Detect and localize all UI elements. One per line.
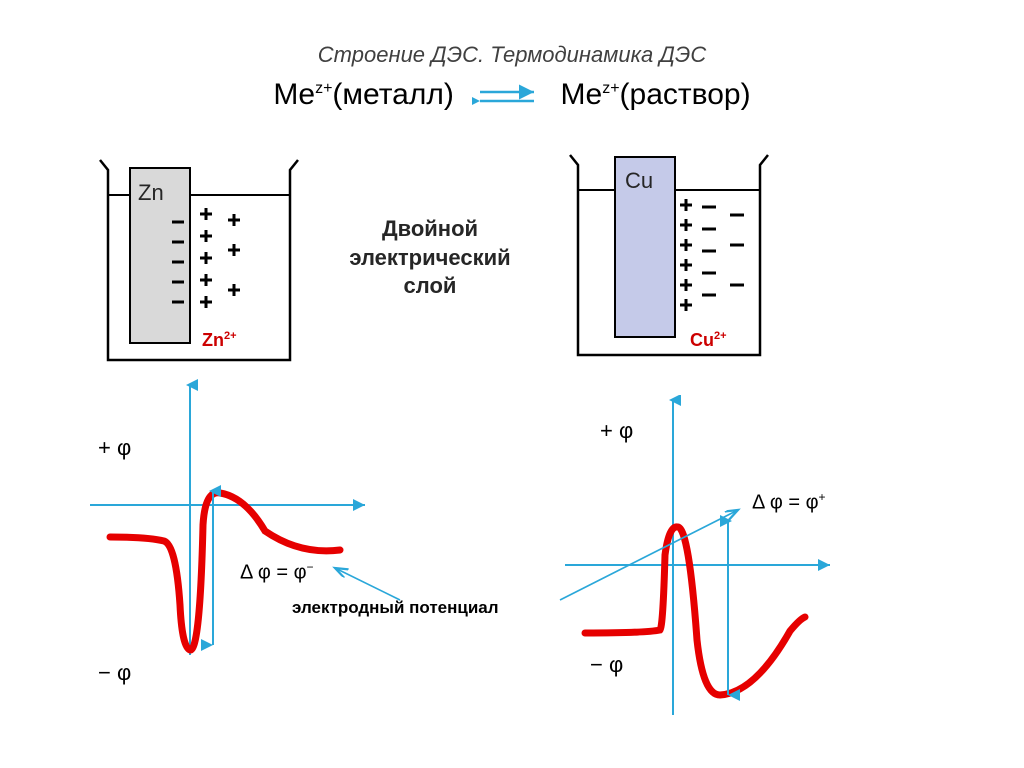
zn-beaker: [90, 150, 310, 380]
cu-ion-label: Cu2+: [690, 330, 727, 351]
cu-electrode-label: Cu: [625, 168, 653, 194]
equilibrium-arrows-icon: [472, 84, 542, 108]
cu-phi-minus: − φ: [590, 652, 623, 678]
equilibrium-equation: Mez+(металл) Mez+(раствор): [0, 78, 1024, 112]
slide-title: Строение ДЭС. Термодинамика ДЭС: [0, 42, 1024, 68]
zn-phi-minus: − φ: [98, 660, 131, 686]
eq-left-paren: (металл): [332, 78, 453, 111]
dll-1: Двойной: [382, 216, 478, 241]
cu-phi-plus: + φ: [600, 418, 633, 444]
eq-left-sup: z+: [315, 80, 332, 97]
eq-right-sup: z+: [602, 80, 619, 97]
eq-right-base: Me: [561, 78, 603, 111]
eq-right-paren: (раствор): [620, 78, 751, 111]
dll-3: слой: [404, 273, 457, 298]
eq-left-base: Me: [273, 78, 315, 111]
zn-ion-label: Zn2+: [202, 330, 237, 351]
zn-electrode-label: Zn: [138, 180, 164, 206]
zn-phi-plus: + φ: [98, 435, 131, 461]
double-layer-label: Двойной электрический слой: [330, 215, 530, 301]
cu-beaker: [560, 145, 780, 375]
caption-arrows: [300, 500, 860, 620]
dll-2: электрический: [349, 245, 510, 270]
